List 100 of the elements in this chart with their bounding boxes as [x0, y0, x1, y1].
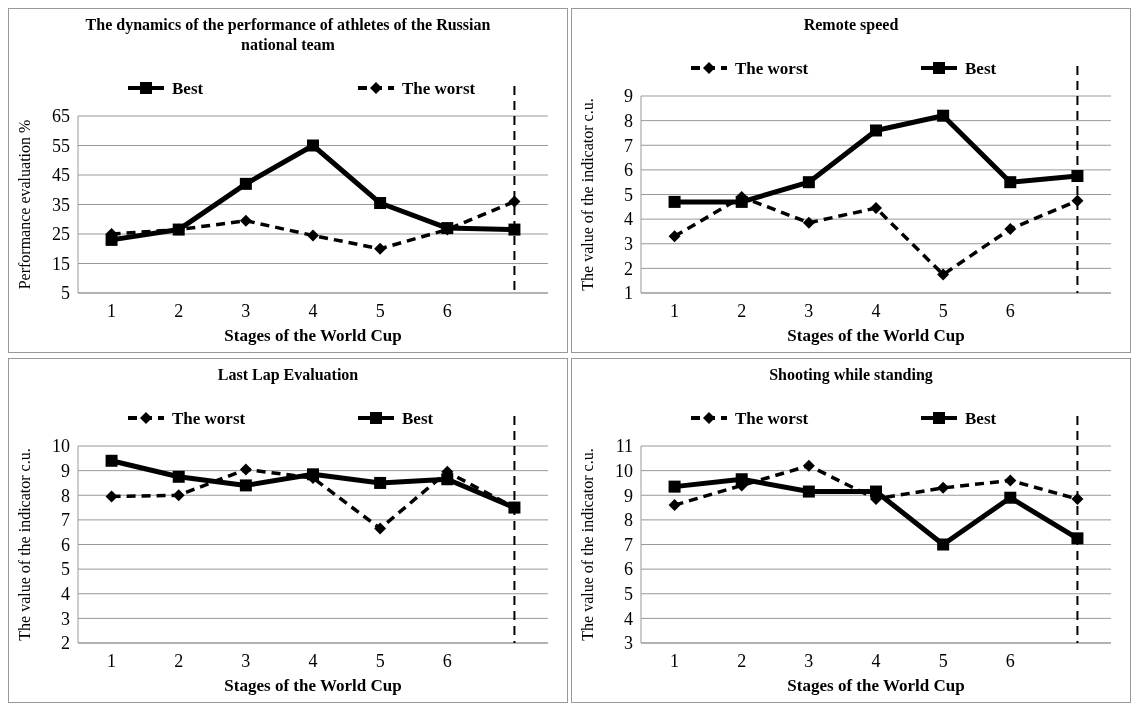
legend-label: Best [965, 58, 997, 78]
x-tick-label: 4 [871, 651, 881, 671]
y-tick-label: 10 [52, 436, 70, 457]
point [802, 459, 815, 472]
chart-title: Remote speed [803, 16, 899, 34]
point [1071, 532, 1084, 545]
point [735, 195, 748, 208]
point [802, 485, 815, 498]
y-tick-label: 4 [61, 584, 70, 605]
point [1071, 492, 1084, 505]
x-tick-label: 3 [804, 301, 814, 321]
y-tick-label: 5 [61, 559, 70, 580]
point [307, 139, 319, 152]
point [1071, 194, 1084, 207]
x-axis-title: Stages of the World Cup [787, 326, 965, 345]
point [802, 216, 815, 229]
y-tick-label: 3 [624, 633, 633, 654]
y-tick-label: 5 [624, 584, 633, 605]
point [239, 177, 252, 190]
point [374, 522, 387, 535]
y-tick-label: 7 [61, 510, 70, 531]
point [172, 470, 185, 483]
chart-title: The dynamics of the performance of athletes of the Russian national team [85, 16, 491, 53]
point [1004, 222, 1017, 235]
y-tick-label: 65 [52, 106, 70, 127]
chart-title: Shooting while standing [769, 366, 933, 384]
legend-label: The worst [735, 58, 809, 78]
point [937, 268, 950, 281]
y-tick-label: 9 [624, 485, 633, 506]
x-tick-label: 2 [737, 301, 747, 321]
point [105, 454, 118, 467]
x-axis-title: Stages of the World Cup [224, 676, 402, 695]
point [735, 473, 748, 486]
x-tick-label: 6 [1005, 301, 1015, 321]
y-tick-label: 7 [624, 534, 633, 555]
y-tick-label: 5 [61, 283, 70, 304]
x-tick-label: 3 [804, 651, 814, 671]
y-tick-label: 3 [61, 608, 70, 629]
x-tick-label: 5 [938, 301, 948, 321]
y-tick-label: 25 [52, 224, 70, 245]
y-tick-label: 6 [61, 534, 70, 555]
y-tick-label: 8 [624, 110, 633, 131]
y-tick-label: 45 [52, 165, 70, 186]
x-tick-label: 1 [670, 301, 680, 321]
point [508, 223, 521, 236]
x-axis-title: Stages of the World Cup [224, 326, 402, 345]
x-axis-title: Stages of the World Cup [787, 676, 965, 695]
y-tick-label: 3 [624, 234, 633, 255]
y-tick-label: 4 [624, 608, 633, 629]
legend-label: The worst [735, 408, 809, 428]
point [307, 229, 319, 242]
point [668, 195, 681, 208]
x-tick-label: 3 [241, 651, 251, 671]
x-tick-label: 1 [107, 651, 117, 671]
point [239, 479, 252, 492]
x-tick-label: 6 [1005, 651, 1015, 671]
point [937, 109, 950, 122]
point [1004, 474, 1017, 487]
x-tick-label: 5 [375, 301, 385, 321]
point [802, 176, 815, 189]
legend-label: The worst [172, 408, 246, 428]
point [1004, 176, 1017, 189]
y-tick-label: 15 [52, 253, 70, 274]
x-tick-label: 6 [442, 651, 452, 671]
y-tick-label: 35 [52, 194, 70, 215]
point [441, 473, 454, 486]
chart-title: Last Lap Evaluation [217, 366, 359, 384]
point [307, 468, 319, 481]
x-tick-label: 5 [375, 651, 385, 671]
y-tick-label: 4 [624, 209, 633, 230]
x-tick-label: 2 [174, 301, 184, 321]
y-tick-label: 5 [624, 184, 633, 205]
point [239, 463, 252, 476]
x-tick-label: 4 [308, 651, 318, 671]
y-axis-title: The value of the indicator c.u. [579, 98, 596, 291]
x-tick-label: 2 [737, 651, 747, 671]
x-tick-label: 5 [938, 651, 948, 671]
y-axis-title: The value of the indicator c.u. [16, 448, 33, 641]
point [870, 485, 882, 498]
x-tick-label: 1 [670, 651, 680, 671]
x-tick-label: 1 [107, 301, 117, 321]
point [937, 538, 950, 551]
y-tick-label: 8 [624, 510, 633, 531]
y-tick-label: 9 [624, 86, 633, 107]
x-tick-label: 2 [174, 651, 184, 671]
y-tick-label: 55 [52, 135, 70, 156]
point [1071, 170, 1084, 183]
point [239, 214, 252, 227]
point [668, 480, 681, 493]
point [374, 242, 387, 255]
point [374, 197, 387, 210]
y-tick-label: 9 [61, 460, 70, 481]
x-tick-label: 4 [308, 301, 318, 321]
y-axis-title: The value of the indicator c.u. [579, 448, 596, 641]
point [870, 124, 882, 137]
y-tick-label: 2 [624, 258, 633, 279]
legend-label: Best [402, 408, 434, 428]
point [508, 195, 521, 208]
x-tick-label: 6 [442, 301, 452, 321]
legend-label: Best [172, 78, 204, 98]
